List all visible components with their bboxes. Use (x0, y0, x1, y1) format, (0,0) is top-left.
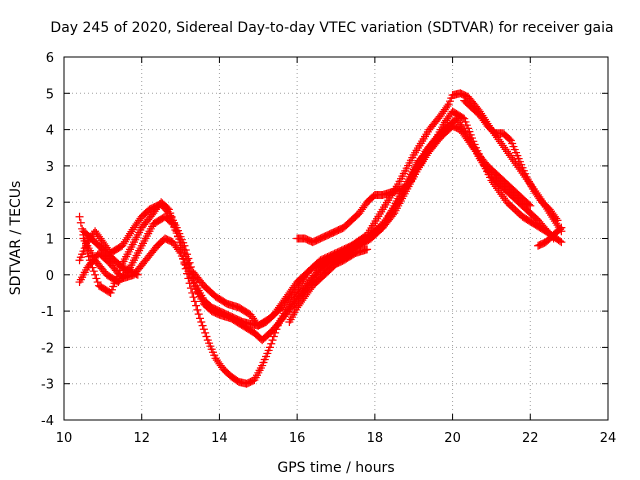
data-point (267, 339, 276, 348)
series-track-f (293, 125, 449, 247)
y-tick-label: 6 (46, 51, 54, 66)
data-point (453, 116, 462, 125)
data-point (76, 218, 85, 227)
x-tick-label: 12 (133, 431, 150, 446)
data-point (440, 125, 449, 134)
y-tick-label: -4 (41, 414, 54, 429)
data-point (188, 288, 197, 297)
data-point (553, 216, 562, 225)
data-point (179, 245, 188, 254)
data-point (363, 245, 372, 254)
y-axis-label: SDTVAR / TECUs (8, 181, 24, 296)
y-tick-label: 2 (46, 196, 54, 211)
data-point (91, 270, 100, 279)
data-point (166, 209, 175, 218)
data-point (124, 231, 133, 240)
data-point (123, 233, 132, 242)
data-point (190, 297, 199, 306)
data-point (122, 235, 131, 244)
data-point (120, 237, 129, 246)
y-tick-label: 1 (46, 233, 54, 248)
data-point (80, 228, 89, 237)
data-point (186, 267, 195, 276)
y-tick-label: -2 (41, 341, 54, 356)
data-point (452, 114, 461, 123)
data-point (180, 249, 189, 258)
data-point (177, 241, 186, 250)
x-tick-label: 10 (56, 431, 73, 446)
data-point (199, 325, 208, 334)
data-point (555, 237, 564, 246)
data-point (526, 201, 535, 210)
x-tick-label: 14 (211, 431, 228, 446)
data-point (181, 252, 190, 261)
y-tick-label: 5 (46, 87, 54, 102)
y-tick-label: 3 (46, 160, 54, 175)
data-point (388, 210, 397, 219)
data-point (443, 102, 452, 111)
data-point (176, 238, 185, 247)
data-point (557, 238, 566, 247)
data-point (524, 200, 533, 209)
data-points (75, 89, 566, 388)
data-point (198, 321, 207, 330)
data-point (192, 301, 201, 310)
data-point (194, 310, 203, 319)
data-point (89, 267, 98, 276)
data-point (75, 212, 84, 221)
data-point (189, 274, 198, 283)
data-point (79, 227, 88, 236)
x-tick-label: 22 (522, 431, 539, 446)
series-track-i (534, 223, 566, 250)
data-point (93, 278, 102, 287)
x-tick-label: 24 (600, 431, 617, 446)
data-point (193, 305, 202, 314)
data-point (505, 135, 514, 144)
y-tick-label: -1 (41, 305, 54, 320)
chart-title: Day 245 of 2020, Sidereal Day-to-day VTE… (50, 20, 613, 36)
data-point (126, 229, 135, 238)
data-point (127, 227, 136, 236)
series-track-g (285, 245, 372, 326)
y-tick-label: 0 (46, 269, 54, 284)
data-point (183, 256, 192, 265)
data-point (164, 205, 173, 214)
data-point (188, 270, 197, 279)
series-track-h (460, 96, 562, 225)
data-point (119, 239, 128, 248)
data-point (439, 126, 448, 135)
data-point (189, 293, 198, 302)
data-point (197, 317, 206, 326)
grid (64, 57, 608, 420)
x-tick-label: 20 (444, 431, 461, 446)
data-point (175, 247, 184, 256)
data-point (265, 343, 274, 352)
data-point (190, 278, 199, 287)
data-point (201, 328, 210, 337)
data-point (118, 241, 127, 250)
x-axis-label: GPS time / hours (277, 460, 394, 476)
data-point (557, 223, 566, 232)
data-point (458, 113, 467, 122)
data-point (196, 314, 204, 323)
data-point (202, 332, 211, 341)
series-track-e (79, 227, 142, 279)
data-point (185, 263, 194, 272)
data-point (268, 336, 277, 345)
data-point (269, 332, 278, 341)
data-point (184, 259, 193, 268)
x-tick-label: 18 (367, 431, 384, 446)
data-point (556, 224, 565, 233)
data-point (163, 204, 172, 213)
y-tick-label: 4 (46, 124, 54, 139)
data-point (92, 274, 101, 283)
y-tick-label: -3 (41, 378, 54, 393)
data-point (408, 174, 417, 183)
x-tick-label: 16 (289, 431, 306, 446)
data-point (167, 218, 176, 227)
data-point (552, 214, 561, 223)
